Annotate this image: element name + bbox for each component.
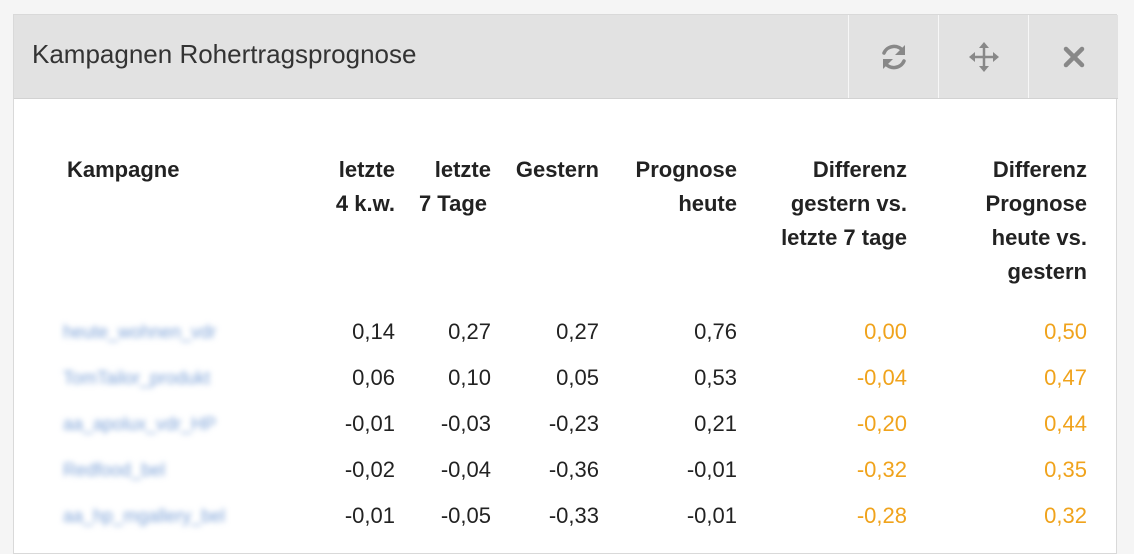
cell-letzte-4kw: 0,06 [352,365,395,390]
header-label-line: Prognose [635,157,737,182]
close-icon [1063,46,1084,67]
cell-diff1: -0,32 [856,457,907,482]
cell-gestern: 0,27 [556,319,599,344]
widget-title: Kampagnen Rohertragsprognose [32,39,417,69]
header-label-line: Differenz [992,157,1087,182]
close-button[interactable] [1028,15,1118,98]
cell-letzte-7: -0,03 [440,411,491,436]
table-row: heute_wohnen_vdr 0,14 0,27 0,27 0,76 0,0… [54,309,1087,355]
cell-letzte-4kw: -0,02 [344,457,395,482]
header-label-line: gestern vs. [790,191,907,216]
campaign-link[interactable]: TomTailor_produkt [63,368,211,388]
cell-diff1: -0,28 [856,503,907,528]
move-icon [968,41,999,72]
campaign-link[interactable]: aa_hp_mgallery_bel [63,506,226,526]
forecast-table: Kampagne letzte 4 k.w. letzte 7 Tage Ges… [54,153,1087,539]
header-label-line: letzte 7 tage [781,225,907,250]
cell-diff2: 0,50 [1044,319,1087,344]
cell-prognose: -0,01 [686,503,737,528]
campaign-link[interactable]: aa_apolux_vdr_HP [63,414,217,434]
header-label-line: letzte [434,157,491,182]
header-label-line: heute [678,191,737,216]
header-letzte-4kw[interactable]: letzte 4 k.w. [325,153,395,309]
header-kampagne-label: Kampagne [67,157,180,182]
header-kampagne[interactable]: Kampagne [54,153,325,309]
table-row: Redfood_bel -0,02 -0,04 -0,36 -0,01 -0,3… [54,447,1087,493]
table-row: aa_hp_mgallery_bel -0,01 -0,05 -0,33 -0,… [54,493,1087,539]
table-header-row: Kampagne letzte 4 k.w. letzte 7 Tage Ges… [54,153,1087,309]
header-gestern[interactable]: Gestern [491,153,599,309]
campaign-link[interactable]: heute_wohnen_vdr [63,322,217,342]
cell-prognose: 0,21 [694,411,737,436]
cell-letzte-7: 0,27 [448,319,491,344]
header-label-line: Gestern [515,157,599,182]
widget-header: Kampagnen Rohertragsprognose [14,15,1118,99]
header-label-line: Prognose [985,191,1087,216]
cell-gestern: -0,33 [548,503,599,528]
cell-gestern: -0,23 [548,411,599,436]
cell-diff1: -0,20 [856,411,907,436]
cell-diff2: 0,44 [1044,411,1087,436]
cell-diff2: 0,47 [1044,365,1087,390]
header-label-line: 4 k.w. [335,191,395,216]
cell-prognose: 0,53 [694,365,737,390]
widget-panel: Kampagnen Rohertragsprognose [13,14,1118,554]
header-label-line: Differenz [812,157,907,182]
cell-diff1: -0,04 [856,365,907,390]
header-label-line: letzte [338,157,395,182]
table-row: TomTailor_produkt 0,06 0,10 0,05 0,53 -0… [54,355,1087,401]
header-prognose-heute[interactable]: Prognose heute [599,153,737,309]
cell-diff2: 0,32 [1044,503,1087,528]
cell-letzte-7: -0,05 [440,503,491,528]
cell-prognose: -0,01 [686,457,737,482]
cell-diff2: 0,35 [1044,457,1087,482]
cell-gestern: 0,05 [556,365,599,390]
refresh-button[interactable] [848,15,938,98]
cell-letzte-7: 0,10 [448,365,491,390]
header-diff-prognose-vs-gestern[interactable]: Differenz Prognose heute vs. gestern [907,153,1087,309]
move-button[interactable] [938,15,1028,98]
header-label-line: heute vs. [991,225,1087,250]
cell-diff1: 0,00 [864,319,907,344]
header-letzte-7-tage[interactable]: letzte 7 Tage [395,153,491,309]
table-row: aa_apolux_vdr_HP -0,01 -0,03 -0,23 0,21 … [54,401,1087,447]
cell-prognose: 0,76 [694,319,737,344]
header-label-line: gestern [1007,259,1087,284]
cell-letzte-4kw: -0,01 [344,411,395,436]
cell-letzte-7: -0,04 [440,457,491,482]
cell-gestern: -0,36 [548,457,599,482]
header-diff-gestern-vs-7[interactable]: Differenz gestern vs. letzte 7 tage [737,153,907,309]
header-label-line: 7 Tage [418,191,487,216]
cell-letzte-4kw: 0,14 [352,319,395,344]
refresh-icon [881,44,906,69]
cell-letzte-4kw: -0,01 [344,503,395,528]
campaign-link[interactable]: Redfood_bel [63,460,166,480]
